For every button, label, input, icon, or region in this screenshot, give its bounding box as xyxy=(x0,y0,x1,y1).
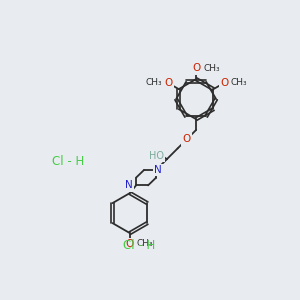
Text: CH₃: CH₃ xyxy=(137,239,153,248)
Text: N: N xyxy=(125,180,133,190)
Text: CH₃: CH₃ xyxy=(145,78,162,87)
Text: N: N xyxy=(154,165,162,175)
Text: Cl - H: Cl - H xyxy=(123,239,155,252)
Text: O: O xyxy=(183,134,191,144)
Text: O: O xyxy=(164,78,172,88)
Text: Cl - H: Cl - H xyxy=(52,155,84,168)
Text: HO: HO xyxy=(148,151,164,161)
Text: CH₃: CH₃ xyxy=(203,64,220,73)
Text: O: O xyxy=(192,63,200,73)
Text: CH₃: CH₃ xyxy=(230,78,247,87)
Text: O: O xyxy=(126,239,134,249)
Text: O: O xyxy=(220,78,228,88)
